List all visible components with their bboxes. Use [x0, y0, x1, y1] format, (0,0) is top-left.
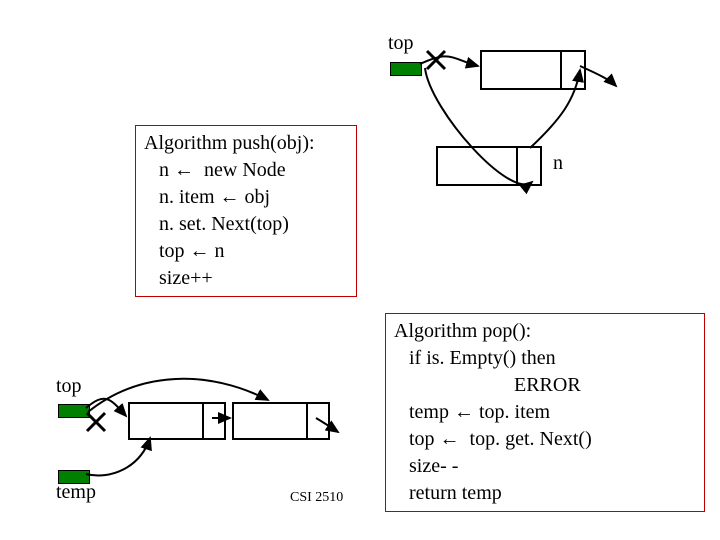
pointer-top-lower	[58, 404, 90, 418]
pointer-top-upper	[390, 62, 422, 76]
label-top-upper: top	[388, 32, 414, 55]
cross-upper	[427, 51, 445, 69]
arrow-top-to-old-upper	[420, 56, 478, 66]
node-upper-1	[480, 50, 586, 90]
arrow-temp-to-item	[86, 438, 150, 476]
pop-algorithm-box: Algorithm pop(): if is. Empty() then ERR…	[385, 313, 705, 512]
node-lower-2	[232, 402, 330, 440]
arrow-top-to-old-lower	[86, 399, 126, 416]
node-lower-1	[128, 402, 226, 440]
footer-text: CSI 2510	[290, 490, 343, 506]
label-n: n	[553, 152, 563, 175]
label-top-lower: top	[56, 375, 82, 398]
push-algorithm-box: Algorithm push(obj): n ← new Node n. ite…	[135, 125, 357, 297]
node-n	[436, 146, 542, 186]
label-temp: temp	[56, 481, 96, 504]
